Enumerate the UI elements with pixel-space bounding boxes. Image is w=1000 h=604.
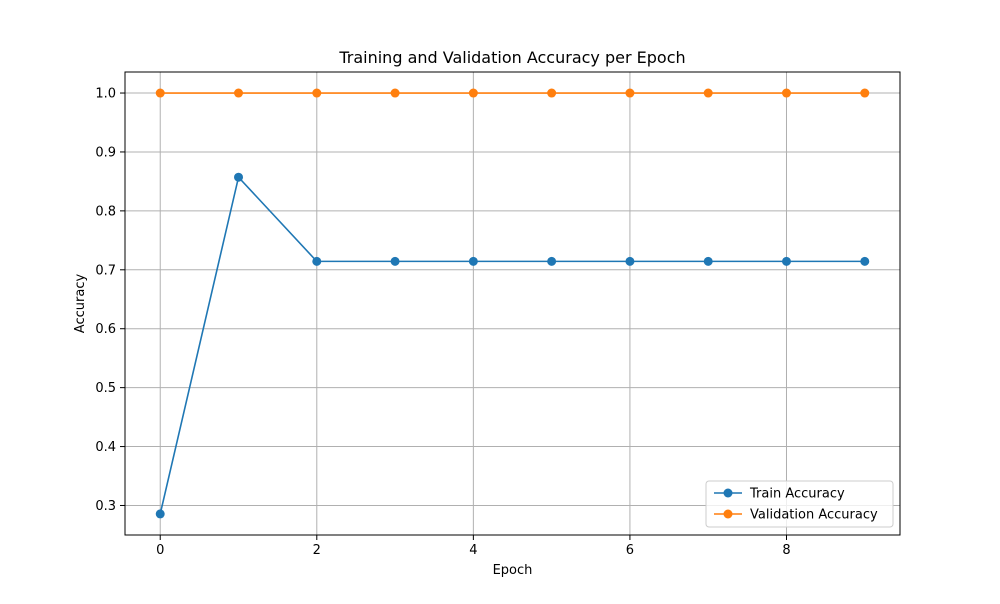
y-tick-label: 0.7 — [95, 263, 116, 278]
data-point — [781, 256, 791, 266]
legend-marker — [723, 488, 733, 498]
legend-item: Validation Accuracy — [714, 508, 878, 523]
data-point — [468, 256, 478, 266]
legend-marker — [723, 509, 733, 519]
x-tick-label: 6 — [626, 543, 634, 558]
series-validation-accuracy — [155, 88, 870, 98]
legend-box — [705, 480, 894, 528]
data-point — [547, 88, 557, 98]
y-tick-label: 1.0 — [95, 87, 116, 102]
axis-ticks: 0 2 4 6 8 0.3 0.4 0.5 0.6 0.7 0.8 0.9 1.0 — [95, 87, 790, 558]
y-axis-title: Accuracy — [73, 274, 88, 334]
data-point — [468, 88, 478, 98]
legend-label: Validation Accuracy — [750, 508, 878, 523]
chart-title: Training and Validation Accuracy per Epo… — [338, 48, 685, 67]
x-axis-title: Epoch — [493, 563, 533, 578]
y-tick-label: 0.6 — [95, 322, 116, 337]
data-point — [155, 509, 165, 519]
data-point — [234, 172, 244, 182]
data-point — [390, 88, 400, 98]
x-tick-label: 0 — [156, 543, 164, 558]
y-tick-label: 0.4 — [95, 440, 116, 455]
data-point — [547, 256, 557, 266]
data-point — [860, 256, 870, 266]
legend-label: Train Accuracy — [749, 487, 845, 502]
y-tick-label: 0.8 — [95, 204, 116, 219]
x-tick-label: 4 — [469, 543, 477, 558]
legend-item: Train Accuracy — [714, 487, 845, 502]
data-point — [234, 88, 244, 98]
series-layer — [155, 88, 870, 519]
data-point — [625, 256, 635, 266]
data-point — [390, 256, 400, 266]
plot-area-frame — [124, 71, 901, 536]
data-point — [312, 256, 322, 266]
data-point — [860, 88, 870, 98]
y-tick-label: 0.5 — [95, 381, 116, 396]
data-point — [155, 88, 165, 98]
x-tick-label: 2 — [313, 543, 321, 558]
y-tick-label: 0.3 — [95, 499, 116, 514]
data-point — [312, 88, 322, 98]
data-point — [703, 88, 713, 98]
series-train-accuracy — [155, 172, 870, 519]
legend: Train Accuracy Validation Accuracy — [705, 480, 894, 528]
grid-lines — [125, 72, 900, 535]
data-point — [625, 88, 635, 98]
data-point — [781, 88, 791, 98]
y-tick-label: 0.9 — [95, 145, 116, 160]
x-tick-label: 8 — [782, 543, 790, 558]
data-point — [703, 256, 713, 266]
series-line — [159, 175, 865, 515]
